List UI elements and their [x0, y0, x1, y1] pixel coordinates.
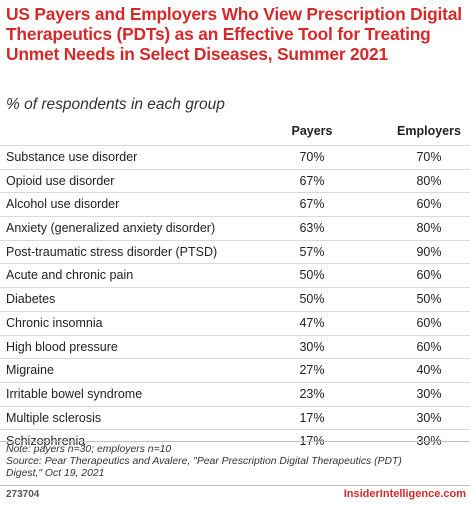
- employers-value: 60%: [416, 315, 442, 330]
- payers-value: 23%: [299, 386, 325, 401]
- note-line-2: Source: Pear Therapeutics and Avalere, "…: [6, 456, 402, 467]
- table-row: Substance use disorder 70% 70%: [0, 145, 470, 169]
- employers-value: 90%: [416, 244, 442, 259]
- row-label: Diabetes: [6, 292, 56, 307]
- employers-value: 80%: [416, 221, 442, 236]
- employers-value: 70%: [416, 150, 442, 164]
- row-label: Irritable bowel syndrome: [6, 386, 143, 401]
- row-label: Substance use disorder: [6, 150, 138, 164]
- employers-value: 80%: [416, 173, 442, 188]
- chart-id: 273704: [6, 489, 40, 500]
- employers-value: 60%: [416, 268, 442, 283]
- row-label: Anxiety (generalized anxiety disorder): [6, 221, 216, 236]
- row-label: Chronic insomnia: [6, 315, 103, 330]
- row-label: Migraine: [6, 363, 54, 378]
- payers-value: 27%: [299, 363, 325, 378]
- row-label: High blood pressure: [6, 339, 118, 354]
- column-header-payers: Payers: [291, 124, 333, 138]
- row-label: Alcohol use disorder: [6, 197, 120, 212]
- table-row: Chronic insomnia 47% 60%: [0, 310, 470, 335]
- row-label: Post-traumatic stress disorder (PTSD): [6, 244, 218, 259]
- row-label: Multiple sclerosis: [6, 410, 102, 425]
- table-row: Migraine 27% 40%: [0, 358, 470, 382]
- table-row: Anxiety (generalized anxiety disorder) 63…: [0, 216, 470, 240]
- payers-value: 67%: [299, 197, 325, 212]
- chart-subtitle: % of respondents in each group: [6, 96, 225, 113]
- footer-rule: [0, 485, 470, 486]
- payers-value: 70%: [299, 150, 325, 164]
- employers-value: 60%: [416, 339, 442, 354]
- source-note: Note: payers n=30; employers n=10 Source…: [6, 444, 466, 480]
- table-bottom-rule: [0, 441, 470, 442]
- table-row: Alcohol use disorder 67% 60%: [0, 192, 470, 216]
- payers-value: 30%: [299, 339, 325, 354]
- chart-title: US Payers and Employers Who View Prescri…: [6, 4, 462, 64]
- note-line-1: Note: payers n=30; employers n=10: [6, 444, 172, 455]
- table-row: Post-traumatic stress disorder (PTSD) 57%…: [0, 239, 470, 264]
- brand-link[interactable]: InsiderIntelligence.com: [343, 488, 466, 500]
- payers-value: 17%: [299, 410, 325, 425]
- employers-value: 50%: [416, 292, 442, 307]
- table-row: Diabetes 50% 50%: [0, 287, 470, 311]
- table-row: Multiple sclerosis 17% 30%: [0, 405, 470, 430]
- note-line-3: Digest," Oct 19, 2021: [6, 468, 105, 479]
- column-header-employers: Employers: [397, 124, 461, 138]
- employers-value: 30%: [416, 386, 442, 401]
- payers-value: 67%: [299, 173, 325, 188]
- data-table: Substance use disorder 70% 70% Opioid use d…: [0, 145, 470, 453]
- table-row: High blood pressure 30% 60%: [0, 334, 470, 359]
- payers-value: 47%: [299, 315, 325, 330]
- row-label: Acute and chronic pain: [6, 268, 134, 283]
- employers-value: 40%: [416, 363, 442, 378]
- employers-value: 30%: [416, 410, 442, 425]
- payers-value: 50%: [299, 268, 325, 283]
- table-row: Acute and chronic pain 50% 60%: [0, 263, 470, 287]
- payers-value: 57%: [299, 244, 325, 259]
- table-row: Irritable bowel syndrome 23% 30%: [0, 381, 470, 406]
- payers-value: 63%: [299, 221, 325, 236]
- employers-value: 60%: [416, 197, 442, 212]
- table-row: Opioid use disorder 67% 80%: [0, 168, 470, 193]
- payers-value: 50%: [299, 292, 325, 307]
- row-label: Opioid use disorder: [6, 173, 115, 188]
